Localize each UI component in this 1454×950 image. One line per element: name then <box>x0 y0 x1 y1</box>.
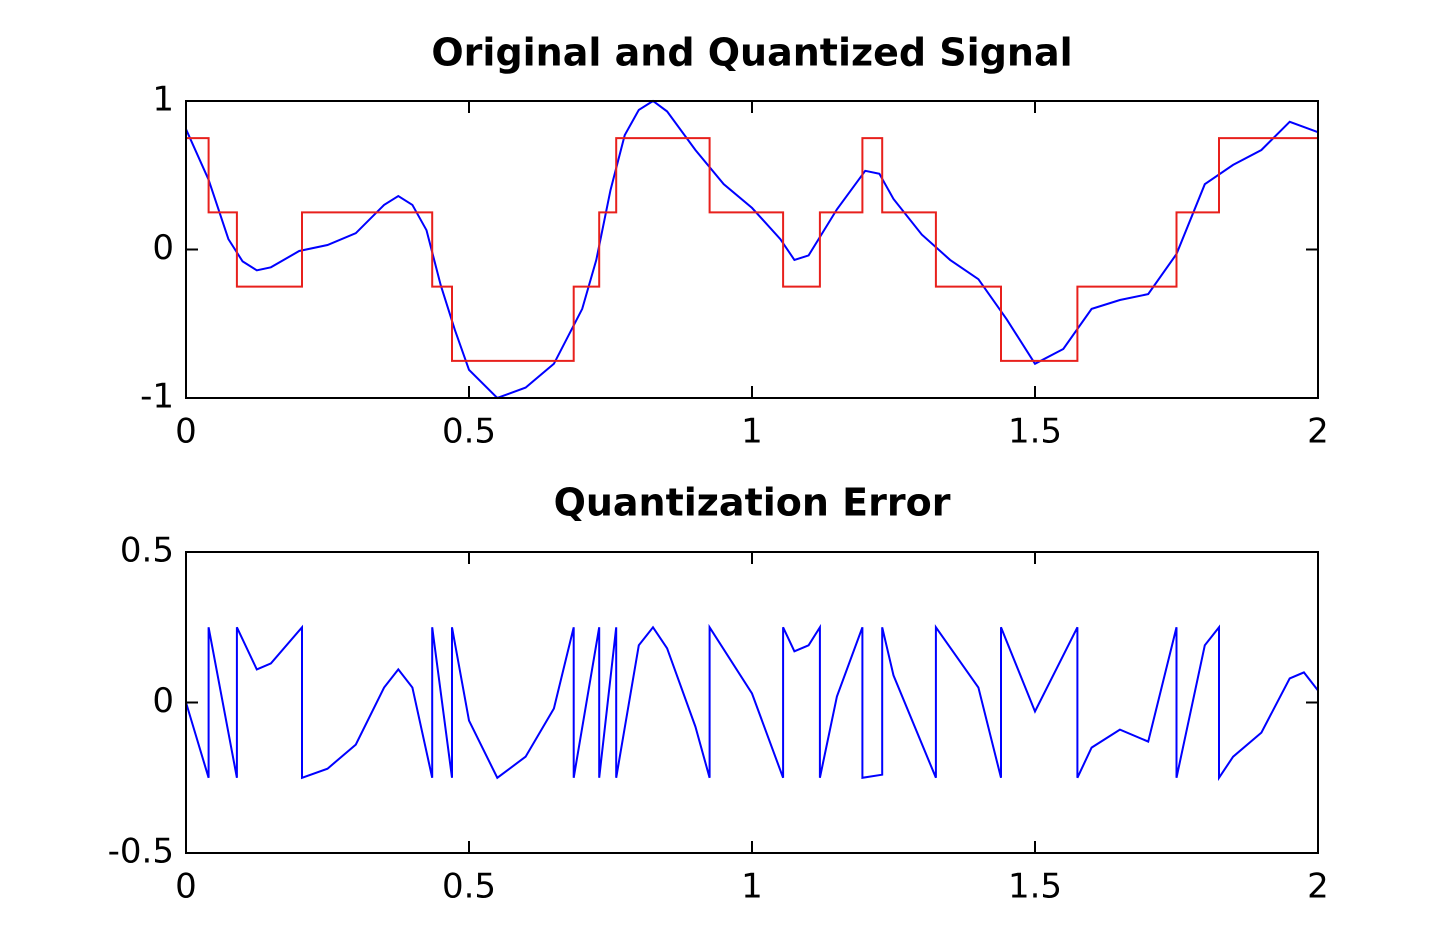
x-tick-label: 1 <box>741 412 763 452</box>
y-tick-label: 0 <box>152 228 174 268</box>
chart-title: Quantization Error <box>554 481 951 525</box>
x-tick-label: 2 <box>1307 412 1329 452</box>
plot-area <box>186 101 1318 398</box>
series-line <box>186 137 1318 362</box>
y-tick-label: 1 <box>152 80 174 120</box>
x-tick-label: 1.5 <box>1008 412 1062 452</box>
x-tick-label: 0.5 <box>442 867 496 907</box>
plot-area <box>186 552 1318 853</box>
x-tick-label: 0.5 <box>442 412 496 452</box>
y-tick-label: -0.5 <box>108 832 174 872</box>
x-tick-label: 2 <box>1307 867 1329 907</box>
y-tick-label: 0 <box>152 681 174 721</box>
y-tick-label: -1 <box>140 377 174 417</box>
x-tick-label: 0 <box>175 867 197 907</box>
x-tick-label: 0 <box>175 412 197 452</box>
x-tick-label: 1 <box>741 867 763 907</box>
series-line <box>185 623 1319 782</box>
chart-title: Original and Quantized Signal <box>431 31 1072 75</box>
y-tick-label: 0.5 <box>120 531 174 571</box>
series-line <box>185 99 1319 400</box>
x-tick-label: 1.5 <box>1008 867 1062 907</box>
